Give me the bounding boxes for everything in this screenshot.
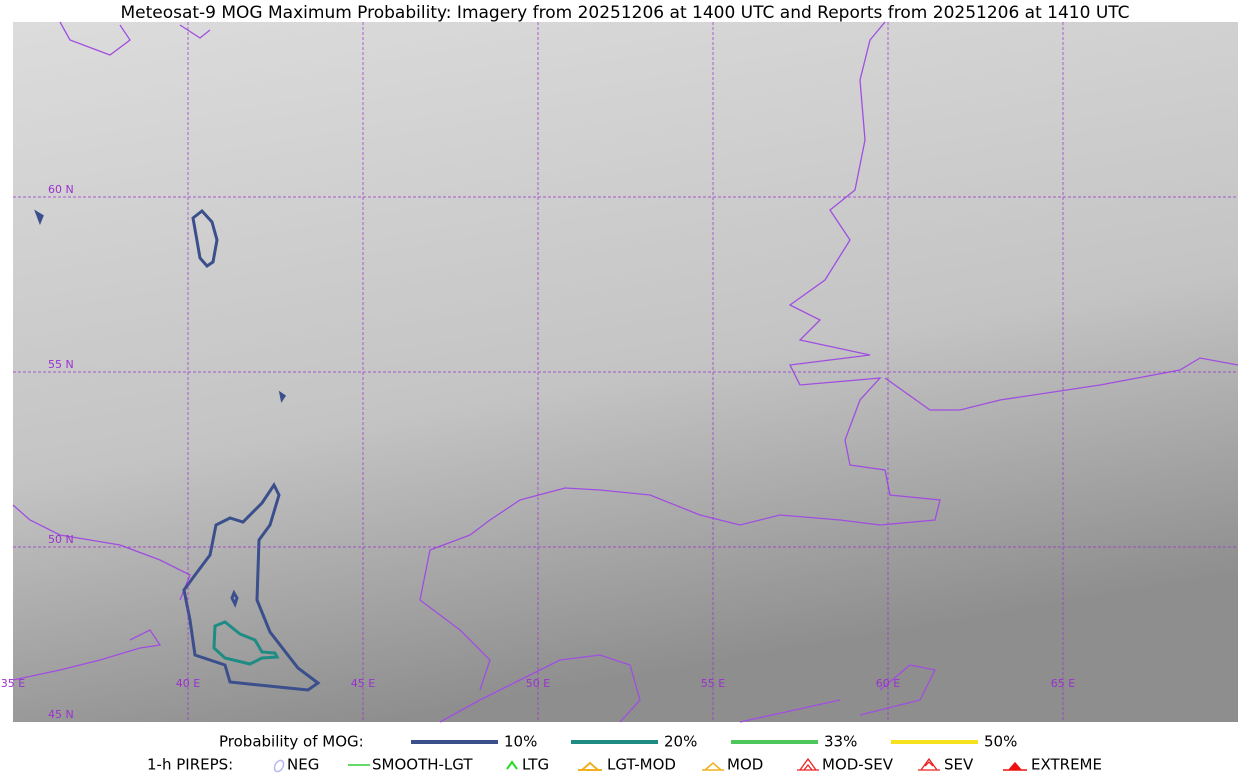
legend-label: MOD (727, 756, 763, 774)
legend-label: SMOOTH-LGT (372, 756, 473, 774)
legend-label: 10% (504, 733, 537, 751)
lon-label: 35 E (1, 677, 25, 690)
lat-label: 45 N (48, 708, 74, 721)
title: Meteosat-9 MOG Maximum Probability: Imag… (120, 3, 1129, 23)
lat-label: 55 N (48, 358, 74, 371)
legend-title: 1-h PIREPS: (147, 756, 233, 774)
legend-symbol (273, 759, 285, 773)
legend-label: 20% (664, 733, 697, 751)
legend-symbol (797, 757, 819, 771)
coastlines (12, 21, 1239, 723)
legend-label: LGT-MOD (607, 756, 676, 774)
lon-label: 60 E (876, 677, 900, 690)
lon-label: 50 E (526, 677, 550, 690)
legend-label: MOD-SEV (822, 756, 894, 774)
lon-label: 55 E (701, 677, 725, 690)
legend-symbol (1003, 761, 1027, 771)
lon-label: 65 E (1051, 677, 1075, 690)
legend-label: NEG (287, 756, 319, 774)
legend-title: Probability of MOG: (219, 733, 364, 751)
legend-label: 50% (984, 733, 1017, 751)
lat-label: 50 N (48, 533, 74, 546)
lon-label: 45 E (351, 677, 375, 690)
legend-label: 33% (824, 733, 857, 751)
legend-label: LTG (522, 756, 549, 774)
legend-symbol (918, 757, 940, 771)
lat-label: 60 N (48, 183, 74, 196)
mog-contours (34, 208, 321, 692)
legend-label: EXTREME (1031, 756, 1102, 774)
legend-symbol (578, 761, 602, 771)
legend-symbol (506, 760, 518, 770)
legend-label: SEV (944, 756, 974, 774)
lon-label: 40 E (176, 677, 200, 690)
legend-symbol (702, 762, 724, 771)
